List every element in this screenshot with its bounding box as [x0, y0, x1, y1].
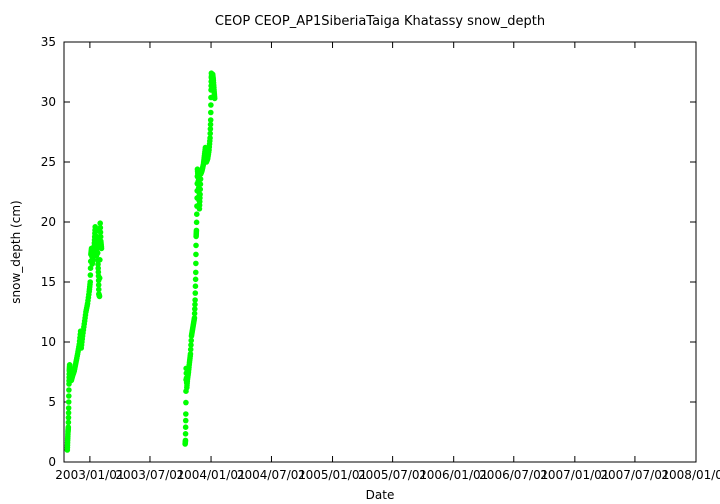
data-point-fill	[65, 399, 72, 405]
y-axis: 0 5 10 15 20 25 30 35	[41, 35, 696, 469]
data-point-fill	[97, 233, 104, 240]
data-point	[183, 411, 189, 417]
data-point-fill	[191, 306, 198, 312]
data-point-fill	[207, 126, 214, 132]
data-point	[96, 293, 103, 300]
data-point-fill	[95, 286, 102, 293]
x-tick-label: 2007/01/01	[540, 468, 609, 482]
data-point	[191, 315, 198, 321]
x-tick-label: 2003/07/01	[115, 468, 184, 482]
data-point-fill	[187, 346, 194, 353]
x-tick-label: 2006/01/01	[419, 468, 488, 482]
data-point-fill	[191, 310, 198, 317]
y-axis-label: snow_depth (cm)	[9, 200, 23, 303]
data-point-fill	[188, 342, 194, 348]
data-points	[64, 70, 218, 453]
y-tick-label: 25	[41, 155, 56, 169]
data-point	[193, 227, 200, 234]
data-point-fill	[96, 275, 103, 281]
data-point-fill	[87, 265, 94, 272]
data-point-fill	[197, 181, 204, 187]
data-point-fill	[197, 186, 204, 193]
x-tick-label: 2004/07/01	[237, 468, 306, 482]
data-point-fill	[193, 251, 199, 258]
data-point	[87, 279, 94, 285]
data-point	[97, 220, 103, 226]
data-point-fill	[183, 399, 189, 406]
y-tick-label: 35	[41, 35, 56, 49]
data-point	[197, 191, 203, 198]
data-point-fill	[97, 229, 104, 235]
data-point	[65, 405, 72, 411]
data-point-fill	[94, 250, 101, 256]
data-point-fill	[97, 257, 103, 263]
data-point-fill	[66, 387, 72, 393]
data-point-fill	[188, 337, 195, 344]
data-point	[187, 351, 194, 357]
data-point-fill	[208, 102, 214, 108]
data-point	[192, 269, 199, 276]
data-point-fill	[193, 211, 200, 217]
y-tick-label: 20	[41, 215, 56, 229]
data-point-fill	[192, 283, 199, 290]
data-point-fill	[192, 276, 199, 283]
data-point-fill	[207, 121, 214, 128]
data-point	[207, 117, 214, 123]
y-tick-label: 15	[41, 275, 56, 289]
y-tick-label: 5	[48, 395, 56, 409]
x-tick-label: 2007/07/01	[600, 468, 669, 482]
data-point-fill	[207, 109, 214, 116]
data-point	[207, 135, 213, 141]
data-point-fill	[182, 417, 189, 424]
x-tick-label: 2005/01/01	[298, 468, 367, 482]
data-point	[192, 297, 198, 303]
chart-title: CEOP CEOP_AP1SiberiaTaiga Khatassy snow_…	[215, 14, 545, 29]
data-point	[182, 437, 189, 444]
data-point-fill	[65, 419, 72, 426]
y-tick-label: 10	[41, 335, 56, 349]
data-point-fill	[66, 393, 72, 399]
x-tick-label: 2004/01/01	[176, 468, 245, 482]
y-tick-label: 30	[41, 95, 56, 109]
x-tick-label: 2006/07/01	[479, 468, 548, 482]
data-point-fill	[182, 424, 189, 431]
data-point-fill	[65, 414, 72, 421]
data-point-fill	[193, 242, 199, 249]
x-tick-label: 2005/07/01	[358, 468, 427, 482]
data-point-fill	[87, 272, 94, 278]
data-point	[211, 95, 218, 102]
data-point-fill	[65, 410, 72, 416]
data-point-fill	[97, 224, 104, 231]
plot-area-frame	[63, 41, 697, 463]
data-point-fill	[207, 130, 214, 137]
x-tick-label: 2003/01/01	[55, 468, 124, 482]
data-point	[65, 424, 72, 431]
data-point-fill	[193, 260, 199, 267]
x-tick-label: 2008/01/01	[661, 468, 720, 482]
data-point-fill	[182, 431, 189, 437]
data-point	[98, 245, 105, 252]
data-point-fill	[192, 301, 198, 308]
x-axis: 2003/01/012003/07/012004/01/012004/07/01…	[55, 42, 720, 482]
data-point-fill	[192, 290, 199, 296]
data-point-fill	[95, 282, 102, 288]
x-axis-label: Date	[366, 488, 395, 502]
data-point-fill	[197, 176, 204, 182]
data-point-fill	[193, 219, 200, 226]
y-tick-label: 0	[48, 455, 56, 469]
